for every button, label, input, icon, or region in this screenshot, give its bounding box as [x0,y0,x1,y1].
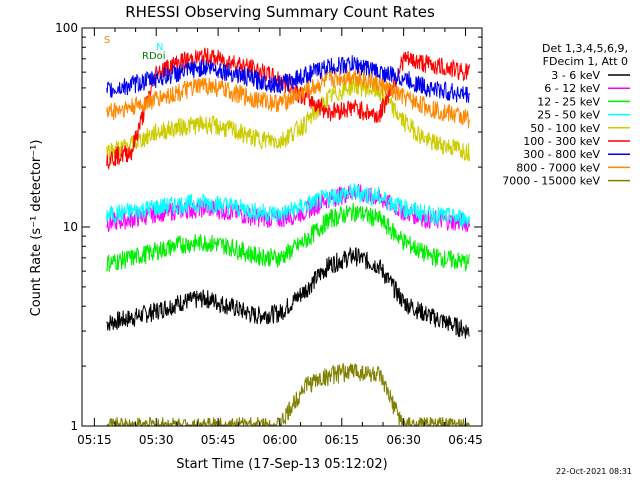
x-tick-label: 05:30 [139,433,174,447]
x-tick-label: 06:30 [386,433,421,447]
x-tick-label: 05:45 [201,433,236,447]
series-line-3 [106,183,470,228]
flag-label: S [104,35,110,46]
series-line-4 [106,75,470,162]
series-line-0 [106,246,470,339]
legend-label: 12 - 25 keV [537,95,600,108]
y-tick-label: 1 [70,419,78,433]
legend-label: 100 - 300 keV [523,135,600,148]
legend: Det 1,3,4,5,6,9,FDecim 1, Att 03 - 6 keV… [502,42,630,188]
legend-label: 6 - 12 keV [544,82,600,95]
legend-label: 7000 - 15000 keV [502,175,600,188]
x-tick-label: 06:15 [324,433,359,447]
flag-label: RDoi [142,51,166,62]
x-axis-label: Start Time (17-Sep-13 05:12:02) [176,457,387,472]
flag-label: N [156,42,163,53]
x-tick-label: 06:45 [448,433,483,447]
legend-header-line: FDecim 1, Att 0 [543,55,628,68]
footer-timestamp: 22-Oct-2021 08:31 [556,467,632,476]
x-tick-label: 05:15 [77,433,112,447]
chart-title: RHESSI Observing Summary Count Rates [125,3,435,21]
series-line-8 [106,362,470,427]
axis-ticks: 1 10 100 05:15 05:30 05:45 06:00 06:15 06:30 06:4… [55,21,483,447]
y-tick-label: 100 [55,21,78,35]
legend-label: 300 - 800 keV [523,148,600,161]
plot-marks [106,47,470,427]
legend-header-line: Det 1,3,4,5,6,9, [542,42,628,55]
legend-label: 3 - 6 keV [551,69,600,82]
series-line-2 [106,202,470,272]
y-axis-label: Count Rate (s⁻¹ detector⁻¹) [29,140,44,317]
y-tick-label: 10 [63,220,78,234]
x-tick-label: 06:00 [263,433,298,447]
series-line-6 [106,55,470,103]
legend-label: 25 - 50 keV [537,109,600,122]
series-line-7 [106,69,470,129]
legend-label: 800 - 7000 keV [516,161,600,174]
legend-label: 50 - 100 keV [530,122,600,135]
